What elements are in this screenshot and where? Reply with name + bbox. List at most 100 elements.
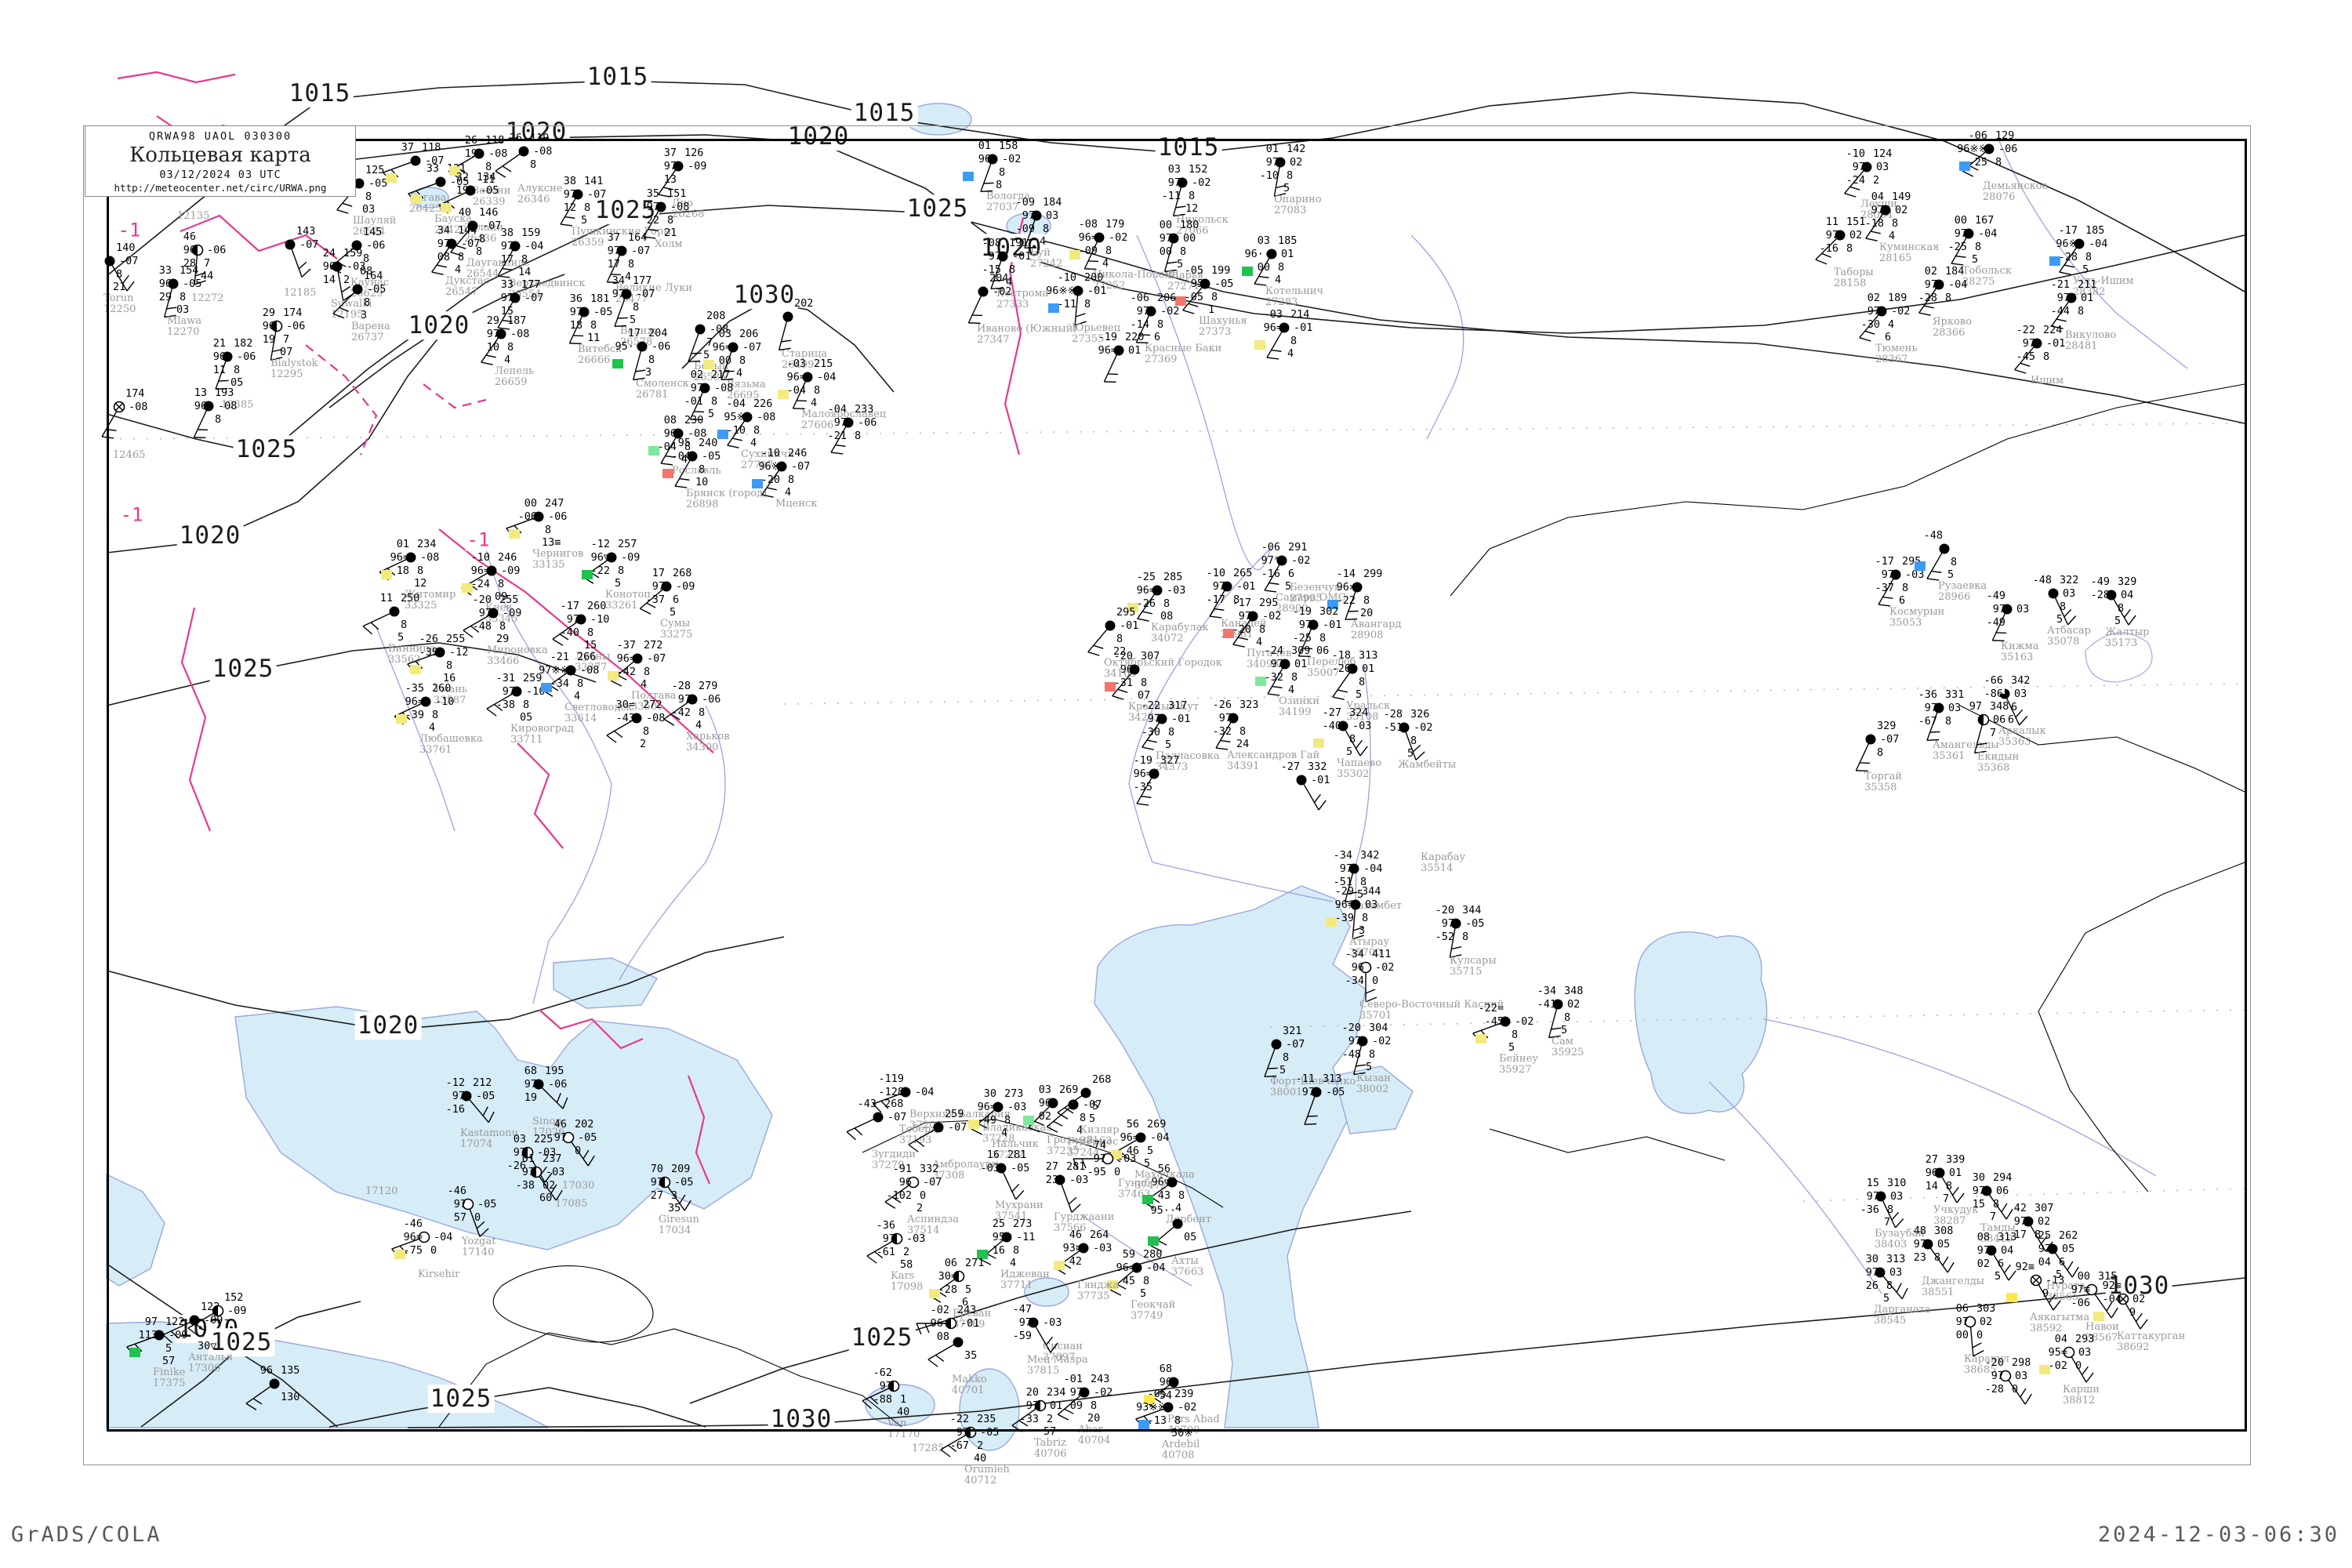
pressure-value: 174 (125, 387, 145, 400)
station-id: 27066 (1176, 225, 1209, 237)
left-column-value: -31 (1113, 677, 1133, 689)
station-plot: 235 -05 -22 97 -67 2 40 Orumieh 40712 (916, 1385, 1041, 1503)
left-column-value: 97 (607, 245, 620, 257)
left-column-value: -49 (977, 1114, 996, 1127)
temperature-value: -07 (1880, 733, 1900, 746)
left-column-value: -88 (873, 1393, 892, 1406)
station-id: 26629 (350, 288, 383, 299)
station-plot: 200 -01 -10 96※※ -11 8 Юрьевец 27355 (1023, 244, 1149, 361)
station-id: 34391 (1227, 760, 1260, 772)
station-name: Зосени (473, 185, 511, 197)
below-value: 7 (283, 333, 290, 346)
station-symbol (761, 461, 787, 498)
temperature-value: -05 (1011, 1162, 1030, 1174)
left-column-value: 97 (1301, 1086, 1315, 1098)
station-name: Нурата (2046, 1280, 2086, 1292)
below-value: 8 (1163, 597, 1171, 610)
left-column-value: -20 (1232, 623, 1251, 636)
left-column-value: 29 (158, 291, 172, 303)
station-plot: 56 96▽ 43 8 4 Дербент (1117, 1135, 1243, 1253)
station-symbol (2047, 1243, 2079, 1278)
left-column-value: -06 (1261, 541, 1280, 554)
station-plot: 262 05 25 97 04 6 5 Нурата 38565 (1998, 1202, 2123, 1319)
station-plot: -04 -46 96= -75 0 Kirsehir (369, 1190, 495, 1308)
left-column-value: 97 (500, 292, 514, 304)
pressure-value: 184 (1945, 265, 1965, 278)
station-plot: 307 -20 96 -31 8 07 Красный Кут 34273 (1080, 622, 1205, 740)
below-value: 8 (479, 233, 486, 245)
left-column-value: 02 (1924, 265, 1937, 278)
station-name-label: 35514 (1421, 862, 1454, 874)
weather-marker (1255, 677, 1266, 686)
left-column-value: -43 (857, 1098, 877, 1110)
station-symbol (2051, 292, 2077, 329)
station-id: 40712 (964, 1475, 997, 1486)
pressure-value: 217 (711, 368, 731, 381)
station-name: Полтава (631, 690, 677, 702)
isobar-label: 1020 (503, 118, 570, 147)
left-column-value: 97 (833, 416, 847, 429)
temperature-value: -07 (791, 460, 811, 473)
pressure-value: 331 (1945, 688, 1965, 701)
temperature-value: -09 (503, 607, 522, 619)
below-value: 4 (1288, 684, 1295, 696)
borders (438, 383, 2245, 1428)
station-id: 37193 (899, 1134, 932, 1146)
station-plot: -04 -119 -128 Теберда 37193 (851, 1045, 976, 1163)
left-column-value: -48 (472, 620, 492, 633)
left-column-value: 96= (1120, 1131, 1139, 1144)
temperature-value: -03 (906, 1232, 926, 1245)
left-column-value: 02 (1976, 1258, 1990, 1270)
station-symbol (990, 251, 1008, 290)
station-symbol (1878, 569, 1901, 607)
below-value: 8 (1091, 1399, 1098, 1412)
left-column-value: -20 (1984, 1356, 2004, 1369)
left-column-value: 03 (1257, 234, 1270, 247)
left-column-value: 97 (486, 328, 499, 340)
temperature-value: -08 (533, 145, 553, 158)
station-plot: 255 -09 -20 97 -48 8 29 Мироновка 33466 (438, 566, 564, 684)
pressure-value: 329 (2118, 575, 2137, 588)
station-name: Рузаевка (1938, 580, 1987, 592)
station-symbol (778, 311, 793, 351)
below-value: 8 (999, 166, 1006, 179)
below-value: 8 (1004, 1114, 1011, 1127)
temperature-value: -05 (1214, 278, 1234, 290)
station-plot: 295 -01 8 22 Октябрьский Городок 34163 (1055, 579, 1222, 696)
left-column-value: 17 (2013, 1229, 2027, 1241)
station-id: 27347 (977, 334, 1010, 346)
below-value: 8 (1259, 623, 1266, 636)
station-id: 38545 (1874, 1315, 1907, 1327)
below-value: 8 (1362, 912, 1369, 924)
station-id: 37472 (1134, 1180, 1167, 1192)
station-plot: -05 -46 97 57 0 Yozgat 17140 (413, 1157, 539, 1275)
station-name: Атырау (1349, 936, 1390, 948)
station-id: 35925 (1552, 1047, 1584, 1058)
temperature-value: -10 (526, 685, 546, 698)
temperature-value: -01 (960, 1317, 980, 1330)
left-column-value: 96※※ (1046, 285, 1076, 297)
station-name: Мценск (775, 498, 818, 510)
below-value: 8 (401, 619, 408, 631)
pressure-value: 122 (201, 1301, 220, 1313)
left-column-value: -03 (786, 358, 806, 370)
left-column-value: -32 (1212, 725, 1232, 738)
left-column-value: -38 (495, 699, 515, 711)
station-symbol (1024, 210, 1042, 249)
temperature-value: 03 (1890, 1190, 1904, 1203)
left-column-value: 08 (663, 414, 677, 426)
station-id: 38592 (2030, 1323, 2063, 1334)
left-column-value: -36 (1918, 688, 1937, 701)
pressure-value: 243 (1091, 1373, 1110, 1385)
pressure-value: 329 (1877, 720, 1896, 732)
below-value: 8 (1116, 633, 1123, 645)
pressure-value: 174 (283, 307, 303, 319)
left-column-value: 33 (500, 278, 514, 291)
station-plot: 331 03 -36 97 -67 8 Амангельды 35361 (1884, 661, 2009, 779)
isotherm-label: -1 (465, 528, 492, 551)
pressure-value: 255 (446, 633, 466, 645)
below-value: 4 (785, 486, 792, 499)
station-name: Викулово (2065, 329, 2117, 341)
weather-marker (703, 360, 714, 369)
